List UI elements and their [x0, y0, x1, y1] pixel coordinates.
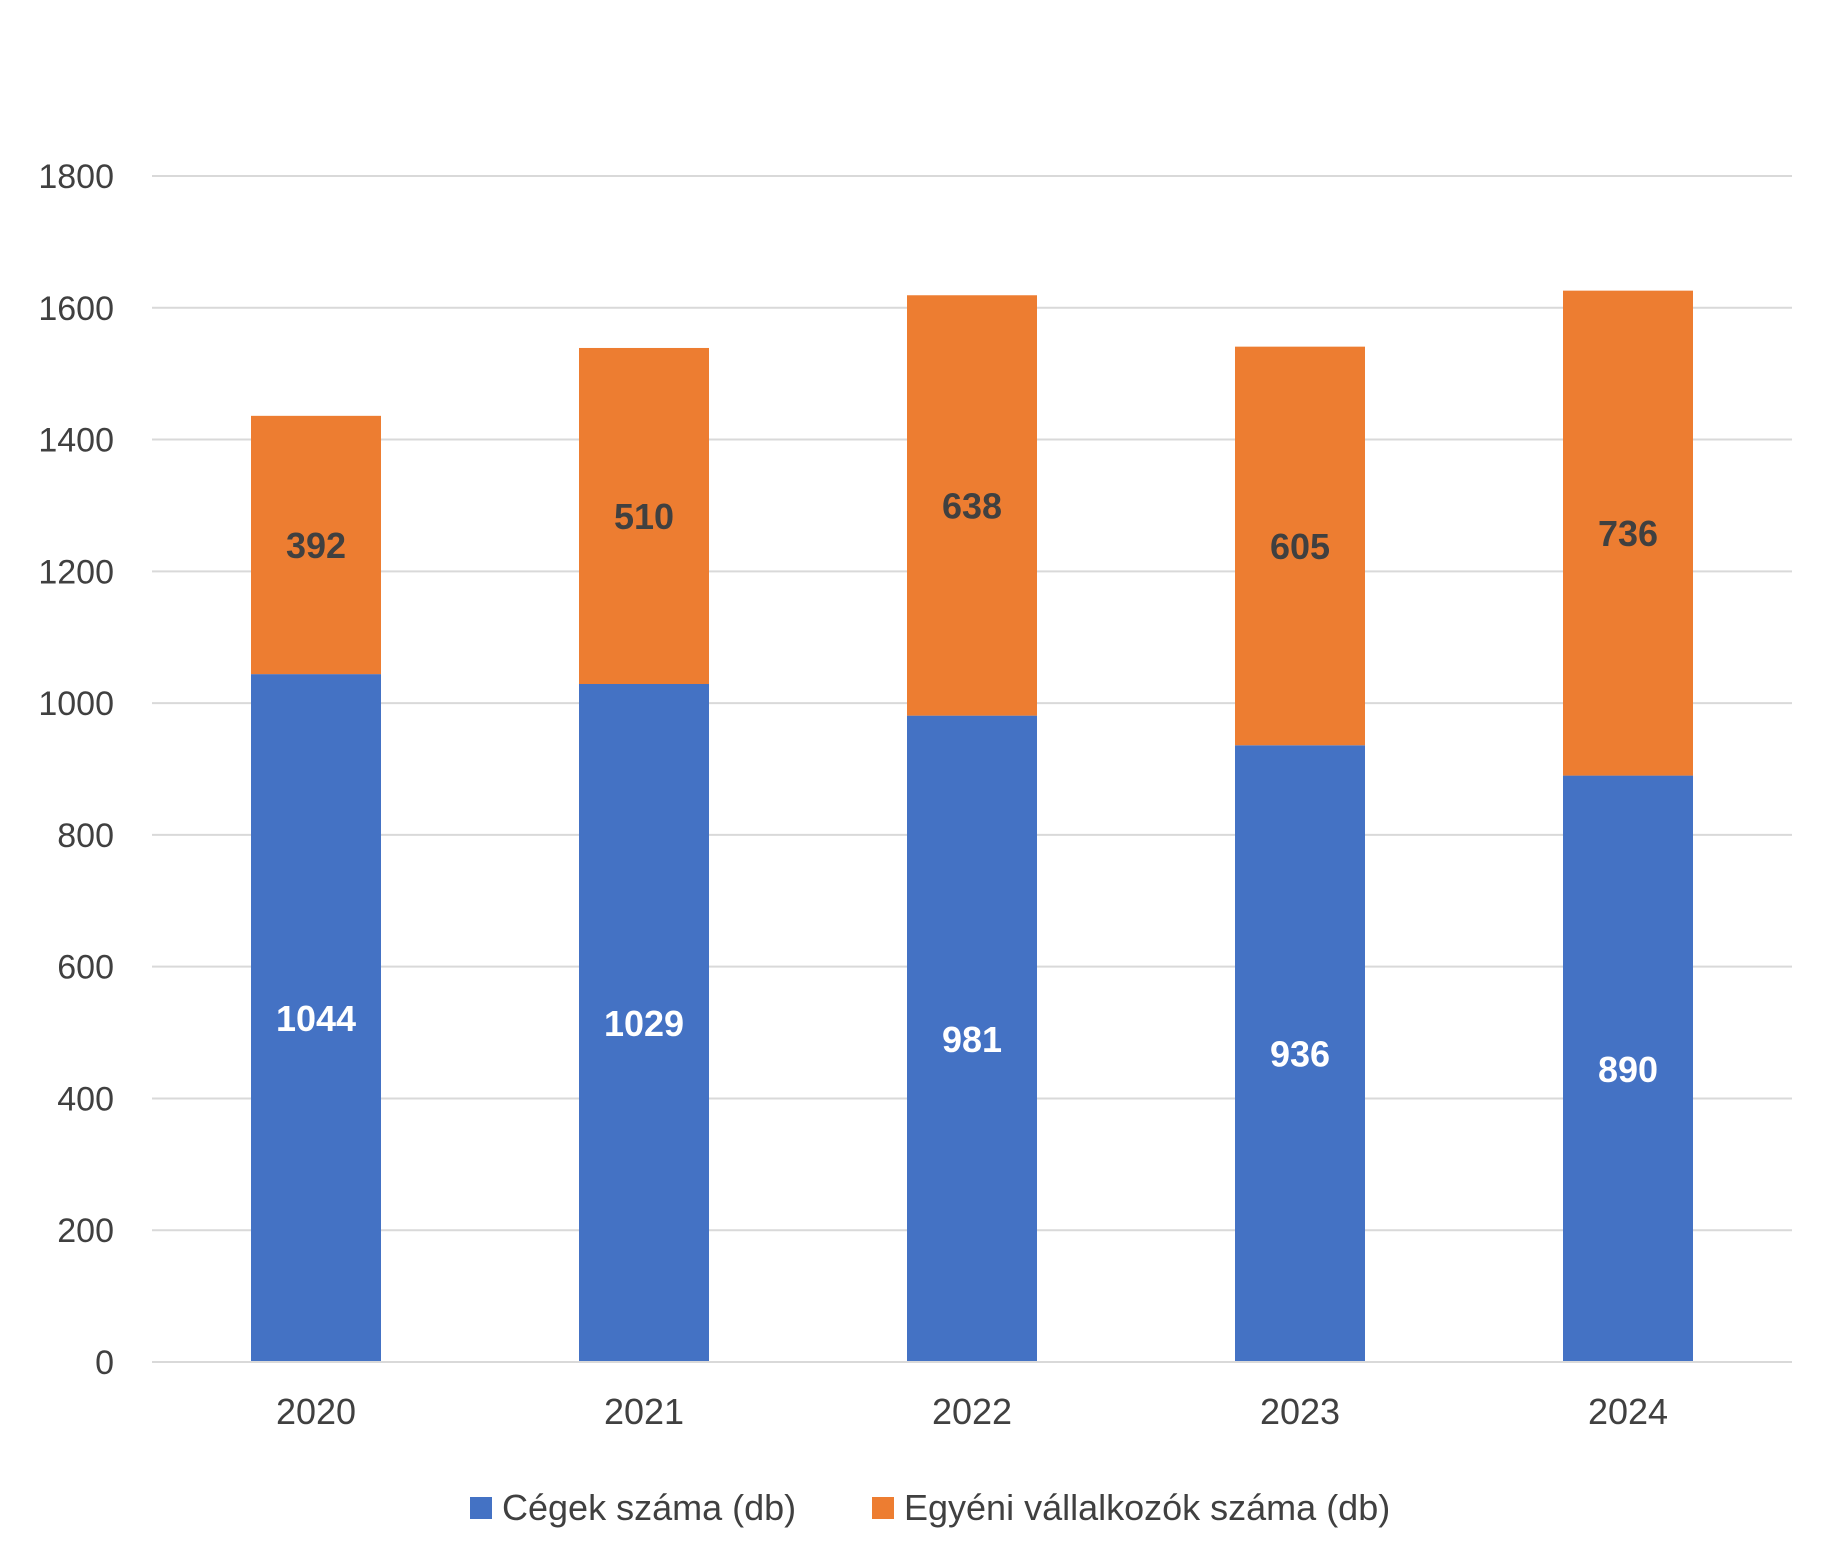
bar-egyeni-2023 — [1235, 346, 1365, 746]
data-label-cegek-2020: 1044 — [276, 998, 356, 1039]
bar-egyeni-2024 — [1563, 290, 1693, 776]
y-tick-label-1400: 1400 — [38, 422, 114, 460]
legend-label-cegek: Cégek száma (db) — [502, 1487, 796, 1528]
bar-cegek-2020 — [251, 674, 381, 1362]
y-axis: 0 200 400 600 800 1000 1200 1400 1600 1800 — [38, 158, 114, 1382]
legend-swatch-cegek — [470, 1497, 492, 1519]
data-label-cegek-2024: 890 — [1598, 1049, 1658, 1090]
bar-cegek-2021 — [579, 684, 709, 1362]
data-labels: 1044 392 1029 510 981 638 936 605 890 736 — [276, 485, 1658, 1089]
y-tick-label-600: 600 — [57, 949, 114, 987]
legend-swatch-egyeni — [872, 1497, 894, 1519]
y-tick-label-0: 0 — [95, 1344, 114, 1382]
data-label-egyeni-2022: 638 — [942, 485, 1002, 526]
data-label-cegek-2022: 981 — [942, 1019, 1002, 1060]
bar-egyeni-2020 — [251, 415, 381, 675]
data-label-egyeni-2024: 736 — [1598, 513, 1658, 554]
y-tick-label-1000: 1000 — [38, 685, 114, 723]
x-tick-label-2020: 2020 — [276, 1391, 356, 1432]
x-tick-label-2023: 2023 — [1260, 1391, 1340, 1432]
x-tick-label-2024: 2024 — [1588, 1391, 1668, 1432]
y-tick-label-1800: 1800 — [38, 158, 114, 196]
bar-cegek-2024 — [1563, 775, 1693, 1362]
y-tick-label-1600: 1600 — [38, 290, 114, 328]
y-tick-label-1200: 1200 — [38, 553, 114, 591]
data-label-egyeni-2020: 392 — [286, 525, 346, 566]
x-tick-label-2021: 2021 — [604, 1391, 684, 1432]
bars — [251, 290, 1693, 1362]
data-label-cegek-2023: 936 — [1270, 1034, 1330, 1075]
bar-egyeni-2021 — [579, 347, 709, 685]
legend: Cégek száma (db) Egyéni vállalkozók száma… — [470, 1487, 1390, 1528]
y-tick-label-400: 400 — [57, 1080, 114, 1118]
x-axis: 2020 2021 2022 2023 2024 — [152, 1361, 1792, 1432]
y-tick-label-200: 200 — [57, 1212, 114, 1250]
bar-cegek-2023 — [1235, 745, 1365, 1362]
bar-cegek-2022 — [907, 715, 1037, 1362]
bar-egyeni-2022 — [907, 295, 1037, 716]
x-tick-label-2022: 2022 — [932, 1391, 1012, 1432]
legend-label-egyeni: Egyéni vállalkozók száma (db) — [904, 1487, 1390, 1528]
data-label-cegek-2021: 1029 — [604, 1003, 684, 1044]
data-label-egyeni-2021: 510 — [614, 496, 674, 537]
y-tick-label-800: 800 — [57, 817, 114, 855]
data-label-egyeni-2023: 605 — [1270, 526, 1330, 567]
